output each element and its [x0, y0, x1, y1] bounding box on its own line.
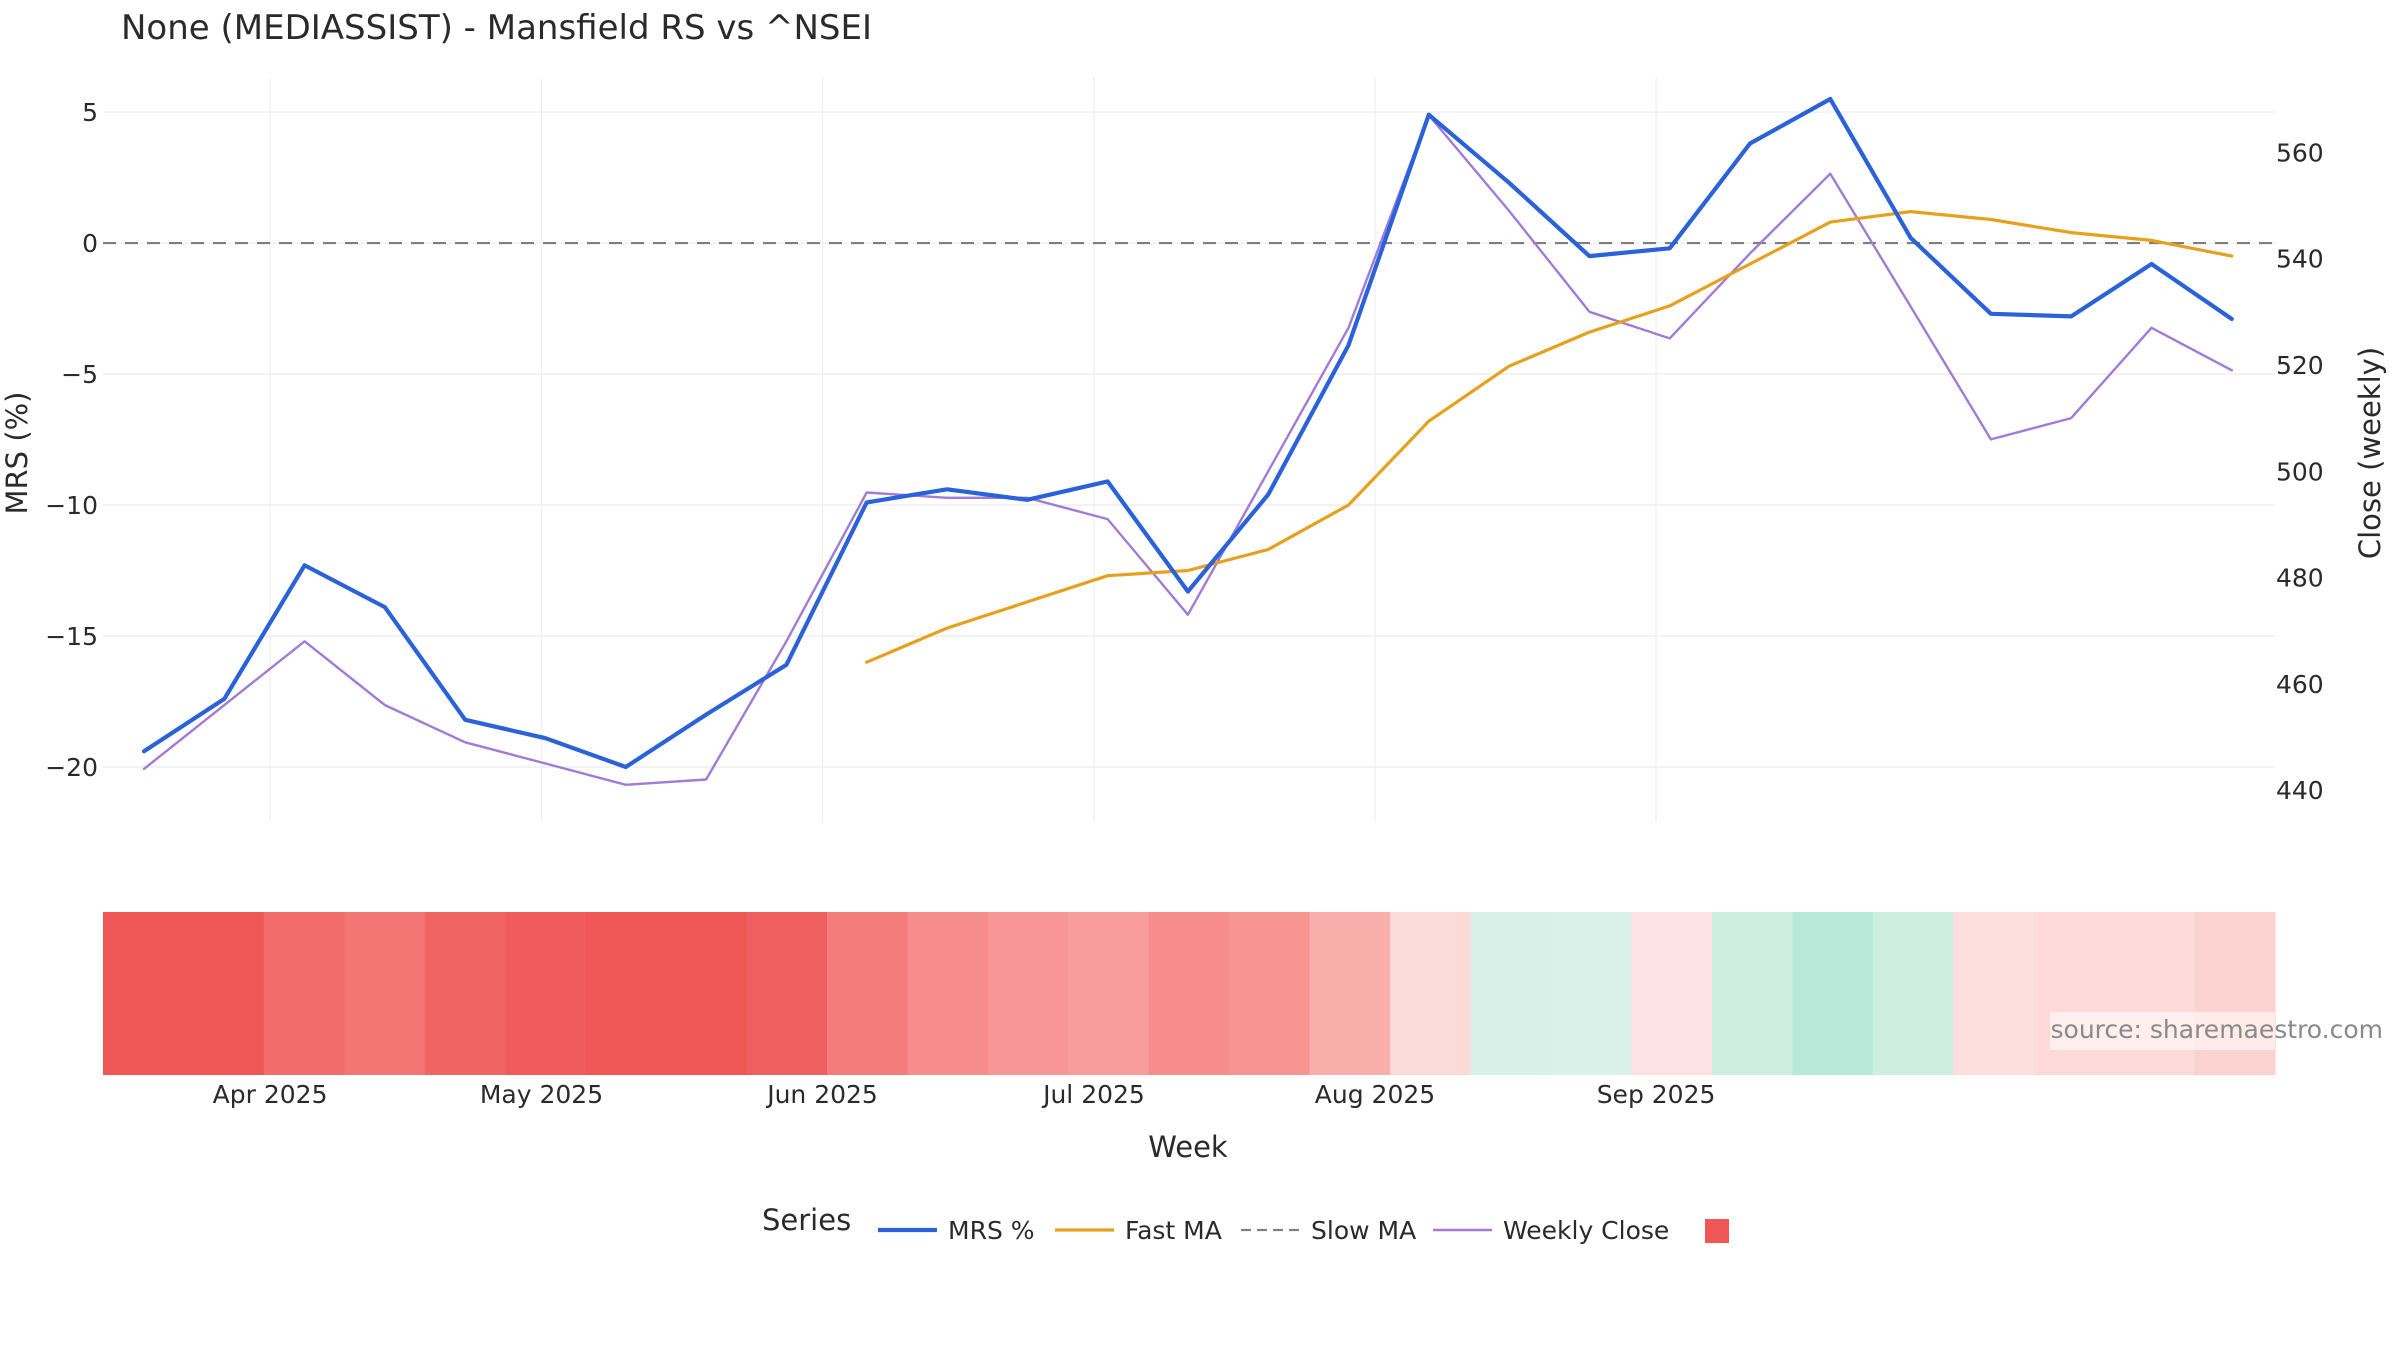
heat-cell: [183, 912, 265, 1075]
heat-cell: [1551, 912, 1633, 1075]
heat-cell: [1390, 912, 1472, 1075]
y-tick-right: 440: [2276, 776, 2324, 805]
legend-label-slow-ma: Slow MA: [1311, 1216, 1416, 1245]
y-tick-left: −5: [61, 360, 98, 389]
x-tick-label: Jun 2025: [765, 1080, 878, 1109]
y-tick-right: 520: [2276, 351, 2324, 380]
heat-cell: [746, 912, 828, 1075]
heat-cell: [1068, 912, 1150, 1075]
heat-cell: [2033, 912, 2115, 1075]
heat-cell: [1470, 912, 1552, 1075]
heat-cell: [505, 912, 587, 1075]
y-tick-left: −15: [45, 622, 98, 651]
y-tick-left: 5: [82, 98, 98, 127]
legend-label-fast-ma: Fast MA: [1125, 1216, 1222, 1245]
y-axis-left-title: MRS (%): [0, 392, 34, 515]
legend-label-weekly-close: Weekly Close: [1503, 1216, 1669, 1245]
heat-cell: [103, 912, 185, 1075]
y-tick-right: 560: [2276, 138, 2324, 167]
heat-cell: [987, 912, 1069, 1075]
y-tick-left: −20: [45, 753, 98, 782]
y-tick-right: 480: [2276, 564, 2324, 593]
legend-label-mrs: MRS %: [948, 1216, 1035, 1245]
y-axis-right-title: Close (weekly): [2353, 347, 2387, 559]
x-tick-label: Apr 2025: [213, 1080, 328, 1109]
y-tick-left: −10: [45, 491, 98, 520]
heat-cell: [585, 912, 667, 1075]
heat-cell: [1711, 912, 1793, 1075]
x-tick-label: May 2025: [480, 1080, 603, 1109]
legend: Series MRS % Fast MA Slow MA Weekly Close: [762, 1203, 1729, 1245]
heat-cell: [2194, 912, 2276, 1075]
series-mrs: [141, 96, 2234, 770]
heat-cell: [1229, 912, 1311, 1075]
heat-cell: [1953, 912, 2035, 1075]
y-tick-left: 0: [82, 229, 98, 258]
source-note: source: sharemaestro.com: [2051, 1015, 2384, 1044]
heat-cell: [1792, 912, 1874, 1075]
x-tick-label: Aug 2025: [1315, 1080, 1435, 1109]
heat-cell: [1872, 912, 1954, 1075]
heat-cell: [1148, 912, 1230, 1075]
heat-cell: [1631, 912, 1713, 1075]
grid-lines: [103, 78, 2275, 822]
y-tick-right: 540: [2276, 245, 2324, 274]
source-veil: [2050, 1012, 2275, 1050]
series-fast-ma: [865, 210, 2234, 664]
x-tick-label: Sep 2025: [1597, 1080, 1716, 1109]
axes: MRS (%) Close (weekly) Week source: shar…: [0, 98, 2387, 1164]
heat-cell: [1309, 912, 1391, 1075]
x-tick-label: Jul 2025: [1041, 1080, 1145, 1109]
heat-cell: [424, 912, 506, 1075]
y-tick-right: 500: [2276, 457, 2324, 486]
heat-cell: [263, 912, 345, 1075]
heat-cell: [907, 912, 989, 1075]
legend-swatch-heatmap: [1705, 1219, 1729, 1243]
y-tick-right: 460: [2276, 670, 2324, 699]
series-lines: [103, 96, 2275, 786]
chart-title: None (MEDIASSIST) - Mansfield RS vs ^NSE…: [121, 8, 873, 48]
heat-cell: [2114, 912, 2196, 1075]
legend-title: Series: [762, 1203, 851, 1237]
series-weekly-close: [142, 114, 2233, 786]
heat-cell: [666, 912, 748, 1075]
heatmap-strip: [103, 912, 2276, 1075]
heat-cell: [827, 912, 909, 1075]
x-axis-title: Week: [1148, 1130, 1228, 1164]
heat-cell: [344, 912, 426, 1075]
